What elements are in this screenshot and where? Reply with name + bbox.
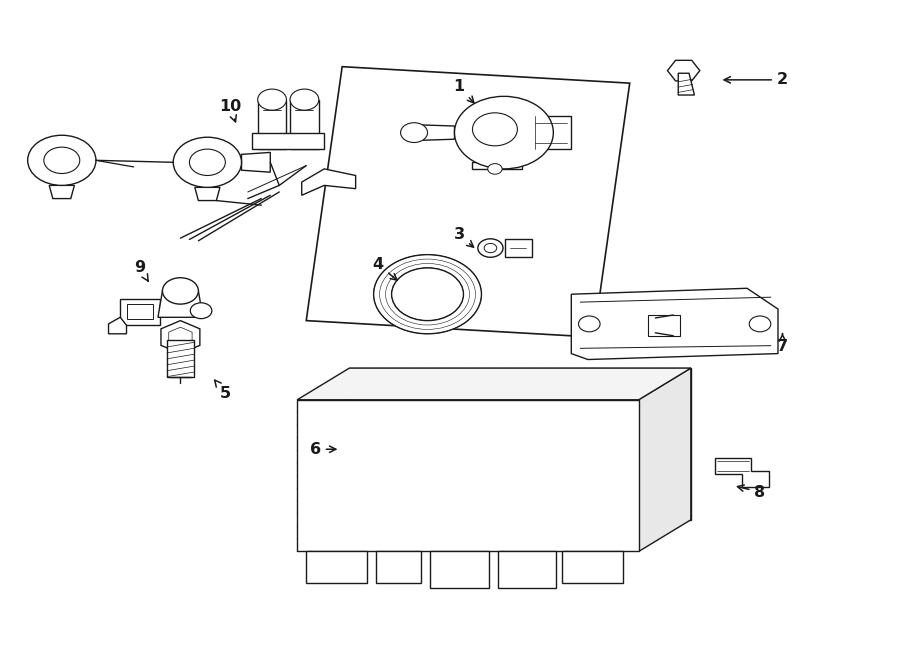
Circle shape <box>579 316 600 332</box>
Text: 4: 4 <box>373 257 397 280</box>
Circle shape <box>478 239 503 257</box>
Text: 8: 8 <box>737 485 766 500</box>
Text: 6: 6 <box>310 442 336 457</box>
Circle shape <box>162 278 198 304</box>
Circle shape <box>44 147 80 174</box>
Circle shape <box>290 89 319 110</box>
Text: 2: 2 <box>724 72 788 87</box>
Polygon shape <box>252 133 324 149</box>
Polygon shape <box>648 315 680 336</box>
Polygon shape <box>430 551 489 588</box>
Circle shape <box>472 113 518 146</box>
Polygon shape <box>128 304 153 319</box>
Polygon shape <box>241 153 270 173</box>
Circle shape <box>749 316 770 332</box>
Circle shape <box>374 254 482 334</box>
Circle shape <box>488 164 502 174</box>
Polygon shape <box>194 187 220 200</box>
Text: 1: 1 <box>454 79 474 103</box>
Polygon shape <box>306 551 367 583</box>
Circle shape <box>28 136 96 185</box>
Polygon shape <box>414 125 454 141</box>
Circle shape <box>392 268 464 321</box>
Polygon shape <box>376 551 421 583</box>
Text: 3: 3 <box>454 227 473 247</box>
Circle shape <box>257 89 286 110</box>
Polygon shape <box>505 239 532 257</box>
Polygon shape <box>257 100 286 149</box>
Polygon shape <box>302 169 356 195</box>
Circle shape <box>484 243 497 253</box>
Polygon shape <box>168 327 192 347</box>
Polygon shape <box>668 60 700 81</box>
Polygon shape <box>121 299 159 325</box>
Polygon shape <box>297 400 639 551</box>
Polygon shape <box>109 317 127 334</box>
Polygon shape <box>572 288 778 360</box>
Text: 7: 7 <box>777 334 788 354</box>
Polygon shape <box>349 368 691 520</box>
Polygon shape <box>472 163 522 169</box>
Text: 5: 5 <box>214 380 231 401</box>
Circle shape <box>190 303 212 319</box>
Polygon shape <box>562 551 624 583</box>
Polygon shape <box>531 116 572 149</box>
Polygon shape <box>50 185 75 198</box>
Polygon shape <box>159 304 198 317</box>
Text: 9: 9 <box>134 260 148 281</box>
Polygon shape <box>158 291 202 317</box>
Polygon shape <box>297 368 691 400</box>
Polygon shape <box>639 368 691 551</box>
Polygon shape <box>306 67 630 337</box>
Circle shape <box>189 149 225 175</box>
Circle shape <box>454 97 554 169</box>
Polygon shape <box>290 100 319 149</box>
Text: 10: 10 <box>219 98 241 122</box>
Circle shape <box>400 123 428 143</box>
Polygon shape <box>716 458 769 487</box>
Polygon shape <box>166 340 194 377</box>
Polygon shape <box>679 73 695 95</box>
Circle shape <box>173 137 241 187</box>
Polygon shape <box>161 321 200 354</box>
Polygon shape <box>498 551 556 588</box>
